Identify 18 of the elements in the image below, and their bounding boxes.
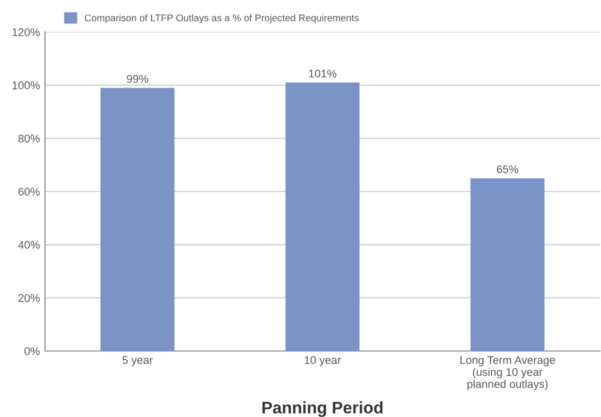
- y-tick-label: 40%: [18, 240, 40, 249]
- y-tick-label: 60%: [18, 188, 40, 196]
- y-tick-label: 20%: [18, 294, 40, 302]
- bar: [100, 88, 174, 351]
- y-tick-label: 100%: [12, 81, 40, 90]
- data-label: 99%: [126, 74, 148, 83]
- legend-label: Comparison of LTFP Outlays as a % of Projected Requirements: [84, 14, 359, 24]
- data-label: 65%: [496, 165, 518, 174]
- x-tick-label: 10 year: [304, 356, 341, 366]
- x-tick-label: 5 year: [122, 356, 153, 366]
- bar: [470, 178, 544, 351]
- y-tick-label: 0%: [24, 347, 40, 356]
- x-axis-title: Panning Period: [262, 401, 383, 417]
- data-label: 101%: [309, 70, 336, 78]
- y-tick-label: 120%: [12, 28, 40, 36]
- y-tick-label: 80%: [18, 134, 40, 142]
- bar: [286, 82, 360, 351]
- x-tick-label: Long Term Average (using 10 year planned outlays): [460, 356, 555, 390]
